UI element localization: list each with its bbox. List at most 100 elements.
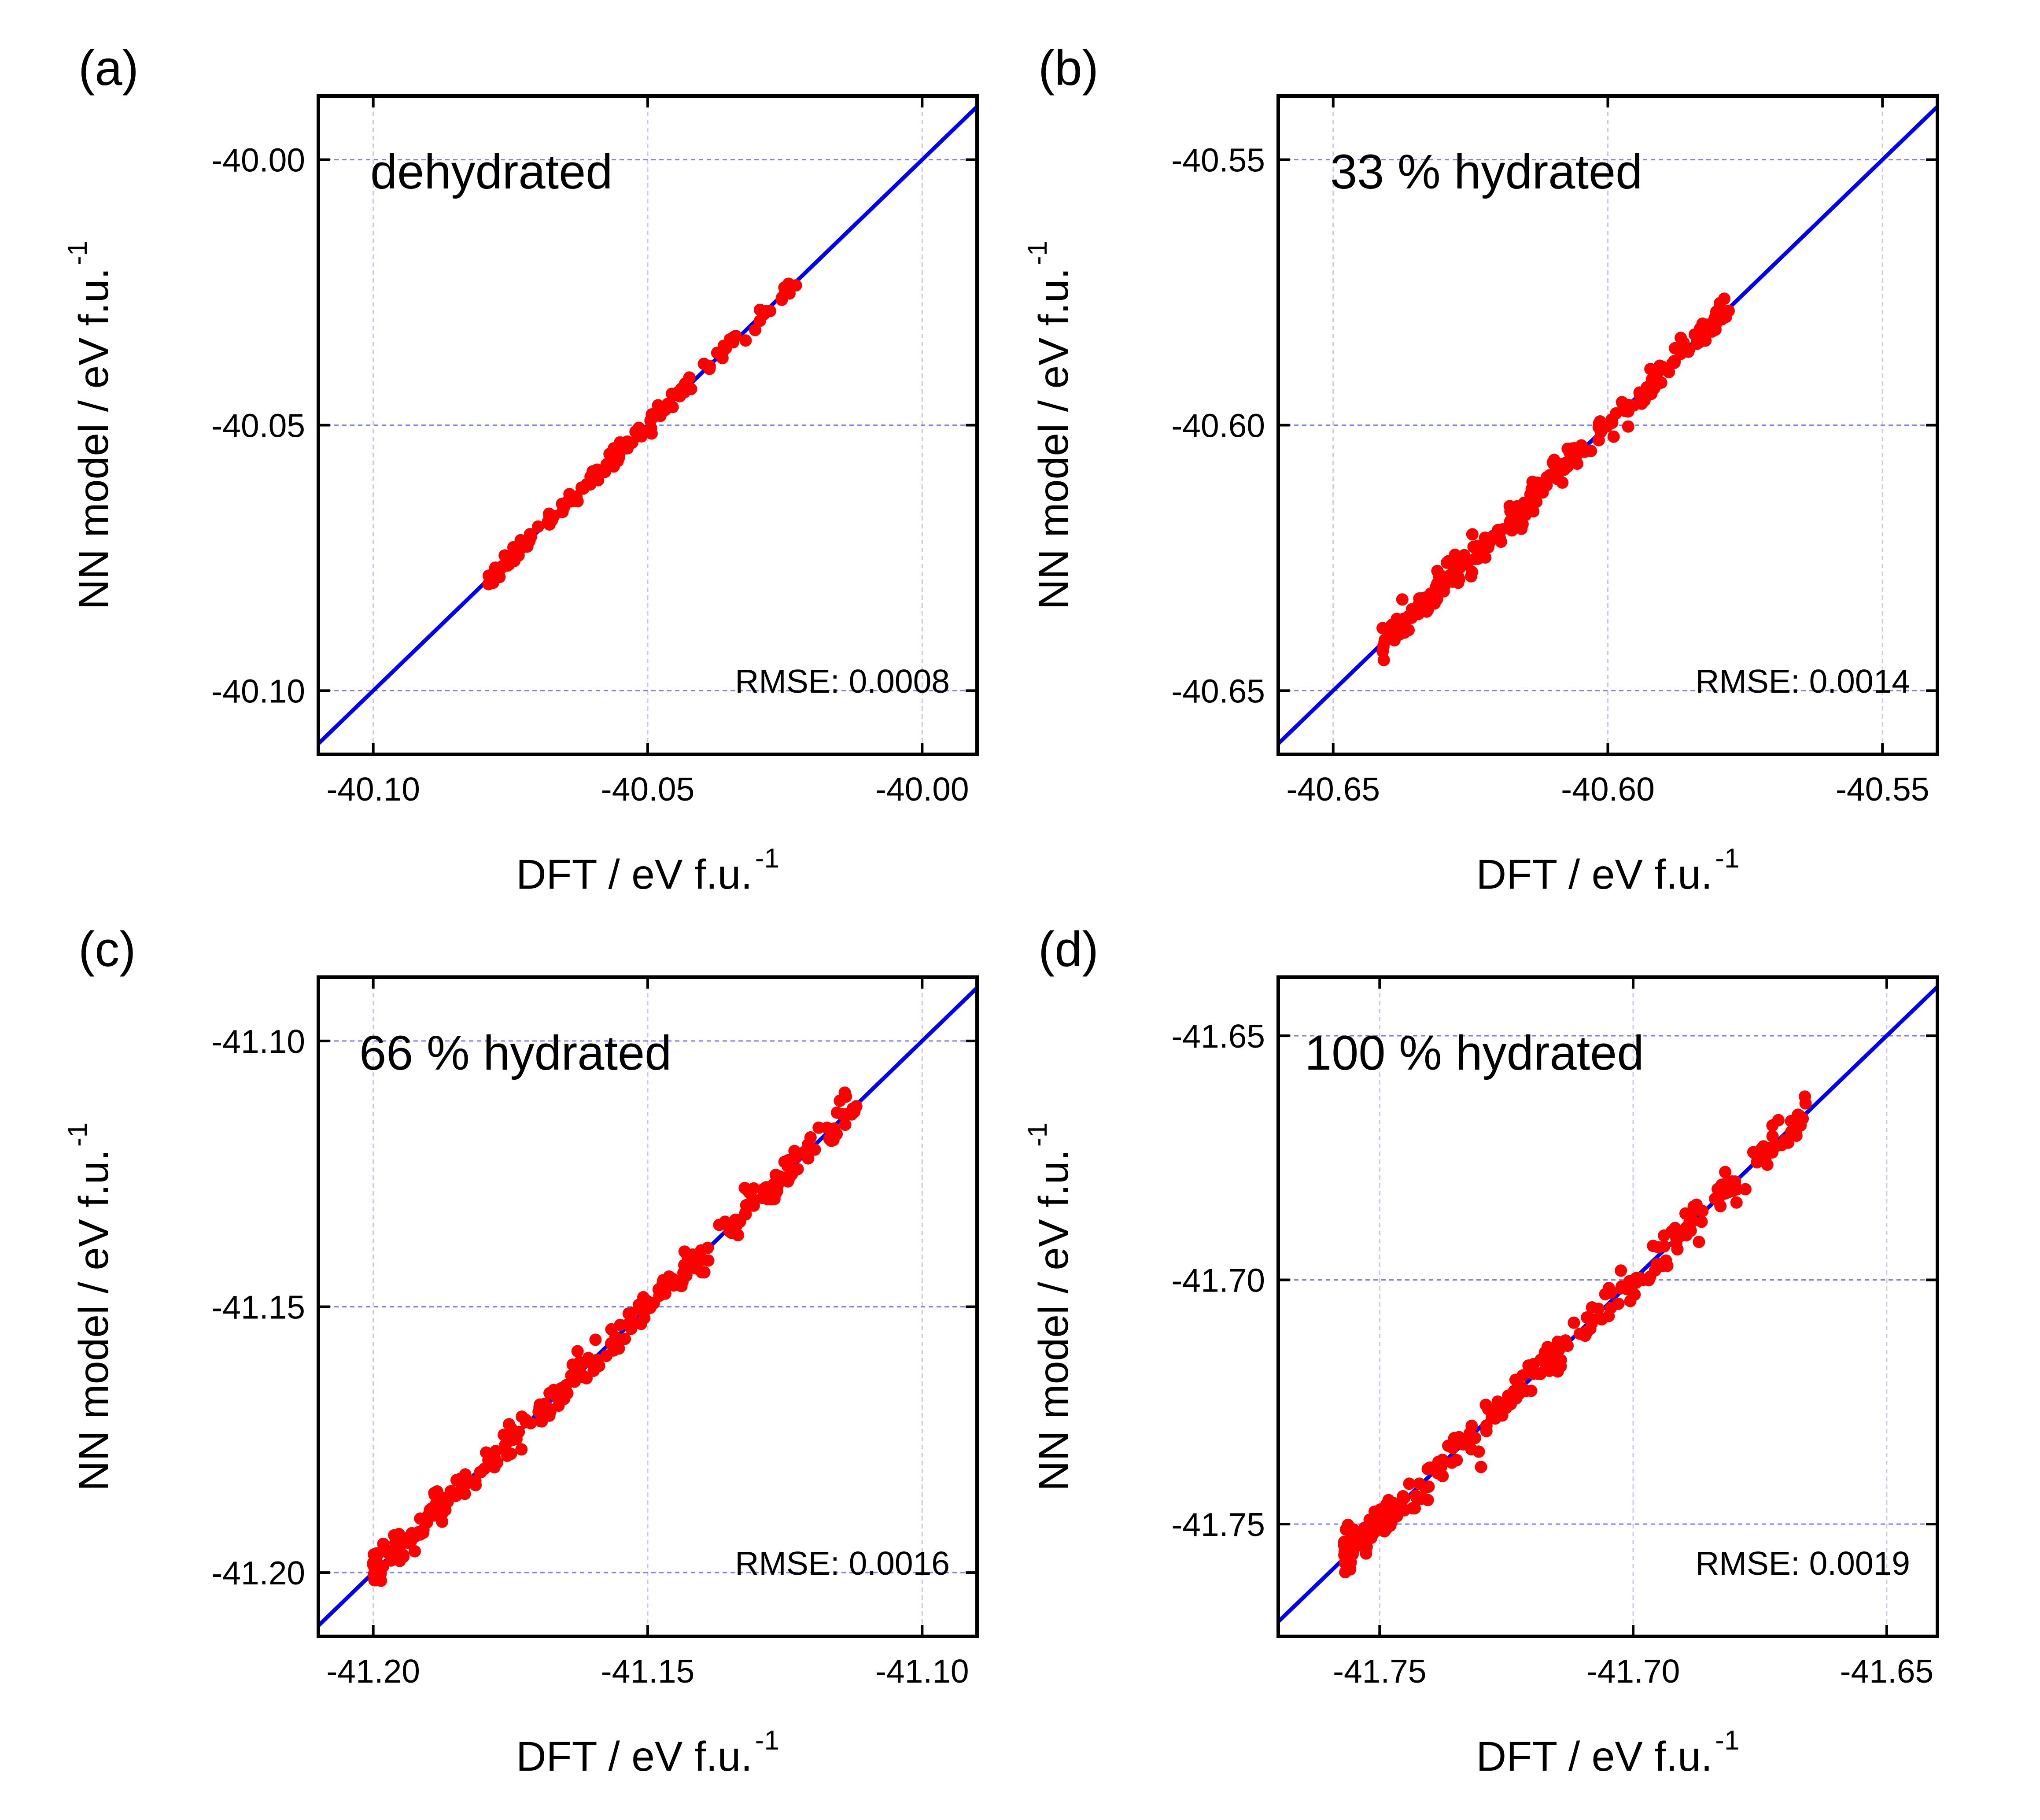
data-point [1385,1497,1398,1510]
x-tick-label: -41.10 [875,1653,969,1690]
panel-title: 100 % hydrated [1305,1026,1644,1080]
x-axis-title: DFT / eV f.u.-1 [1476,1725,1740,1780]
data-point [417,1523,430,1536]
y-axis-title: NN model / eV f.u. -1 [63,241,117,609]
data-point [1385,1516,1398,1528]
rmse-label: RMSE: 0.0008 [735,663,950,700]
scatter-series [367,1086,863,1587]
data-point [1409,1502,1421,1514]
data-point [1794,1119,1807,1132]
data-point [646,1298,659,1311]
data-point [764,1189,777,1202]
x-axis-title: DFT / eV f.u.-1 [516,1725,779,1780]
y-tick-label: -41.15 [211,1289,305,1326]
data-point [1634,389,1646,402]
data-point [1602,1310,1615,1322]
data-point [1793,1109,1806,1122]
data-point [729,1220,742,1233]
data-point [409,1545,421,1558]
data-point [1682,345,1695,358]
y-tick-label: -41.75 [1171,1506,1265,1543]
data-point [645,427,658,440]
data-point [1339,1566,1352,1579]
data-point [724,336,737,349]
data-point [1693,1236,1705,1248]
data-point [1376,645,1389,658]
data-point [1395,1499,1408,1512]
x-tick-label: -41.70 [1586,1653,1680,1690]
data-point [1652,1241,1665,1254]
panel-label: (c) [78,922,136,977]
y-tick-label: -40.65 [1171,672,1265,709]
data-point [1695,1215,1708,1228]
data-point [749,324,761,336]
data-point [621,442,634,455]
data-point [444,1485,457,1498]
x-tick-label: -40.55 [1836,771,1929,808]
data-point [399,1532,412,1545]
data-point [1395,618,1408,631]
data-point [1480,1425,1493,1437]
data-point [516,1410,528,1423]
data-point [1496,523,1509,535]
data-point [698,1266,711,1279]
y-tick-label: -41.65 [1171,1018,1265,1055]
data-point [1452,571,1465,583]
panel-label: (b) [1038,41,1099,96]
data-point [836,1108,848,1120]
data-point [459,1468,472,1481]
panel-c: -41.20 -41.15 -41.10 -41.20 -41.15 -41.10 DFT … [63,922,979,1780]
data-point [845,1108,858,1121]
data-point [1342,1518,1354,1531]
scatter-series [482,277,802,591]
data-point [1568,1316,1580,1329]
data-point [544,1405,557,1418]
data-point [802,1152,815,1165]
data-point [483,1453,496,1466]
data-point [659,1287,671,1300]
data-point [1466,565,1478,578]
rmse-label: RMSE: 0.0019 [1695,1545,1910,1582]
data-point [711,347,723,359]
data-point [1671,1243,1684,1255]
data-point [1561,460,1574,473]
data-point [1675,332,1687,344]
data-point [1617,399,1630,412]
data-point [677,1266,690,1279]
data-point [1615,1264,1627,1277]
data-point [1592,1303,1605,1315]
data-point [1460,557,1472,570]
y-axis-title-text: NN model / eV f.u. [1030,268,1077,609]
y-tick-label: -40.05 [211,407,305,444]
data-point [637,1291,649,1303]
data-point [1365,1518,1377,1531]
data-point [739,334,752,347]
data-point [1566,442,1578,455]
data-point [739,1207,752,1219]
data-point [791,1163,804,1175]
data-point [1585,445,1597,458]
data-point [1339,1547,1352,1560]
data-point [1466,528,1479,541]
data-point [1385,628,1398,640]
data-point [1546,1352,1559,1365]
data-point [614,1318,627,1331]
data-point [1527,1358,1540,1370]
y-axis-title-exponent: -1 [63,241,93,265]
data-point [1730,1196,1743,1209]
y-axis-title: NN model / eV f.u. -1 [1022,241,1077,609]
data-point [1714,1200,1727,1212]
data-point [1718,292,1730,305]
data-point [774,1170,786,1183]
data-point [1655,377,1667,389]
data-point [1554,1360,1567,1373]
data-point [1770,1140,1782,1152]
data-point [1472,1445,1485,1458]
data-point [1490,1405,1503,1418]
data-point [1598,420,1611,432]
y-axis-title-exponent: -1 [1022,1122,1053,1147]
x-tick-label: -41.15 [601,1653,695,1690]
panel-d: -41.75 -41.70 -41.65 -41.75 -41.70 -41.65 DFT … [1022,922,1939,1780]
data-point [1547,458,1560,470]
data-point [377,1537,390,1550]
